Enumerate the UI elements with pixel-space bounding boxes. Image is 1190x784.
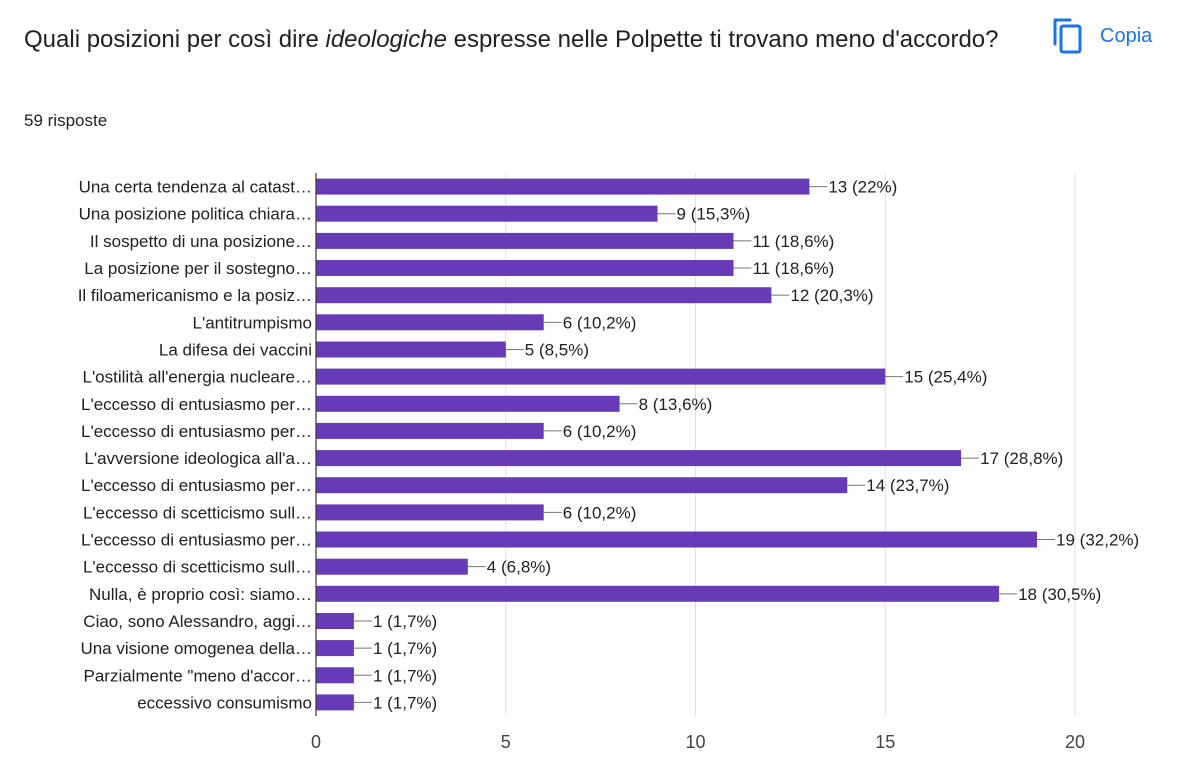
category-label: L'eccesso di scetticismo sull…: [83, 503, 312, 522]
bar: [316, 640, 354, 657]
data-label: 6 (10,2%): [563, 503, 637, 522]
bar: [316, 450, 962, 467]
category-label: L'eccesso di entusiasmo per…: [81, 422, 312, 441]
category-label: L'antitrumpismo: [193, 313, 312, 332]
bar: [316, 395, 620, 412]
data-label: 15 (25,4%): [904, 368, 987, 387]
question-text-suffix: espresse nelle Polpette ti trovano meno …: [446, 26, 999, 53]
bar: [316, 477, 848, 494]
category-label: La difesa dei vaccini: [159, 340, 312, 359]
bar: [316, 314, 544, 331]
response-count: 59 risposte: [24, 111, 108, 130]
category-label: L'ostilità all'energia nucleare…: [82, 368, 312, 387]
bar: [316, 613, 354, 629]
category-label: Parzialmente "meno d'accor…: [84, 666, 313, 685]
category-label: L'eccesso di entusiasmo per…: [81, 395, 312, 414]
bar: [316, 531, 1037, 548]
question-text-prefix: Quali posizioni per così dire: [24, 26, 326, 53]
data-label: 13 (22%): [828, 178, 897, 197]
question-title: Quali posizioni per così dire ideologich…: [24, 20, 1004, 59]
category-label: La posizione per il sostegno…: [84, 259, 312, 278]
data-label: 12 (20,3%): [790, 286, 873, 305]
data-label: 1 (1,7%): [373, 612, 437, 631]
bar: [316, 287, 772, 304]
data-label: 14 (23,7%): [866, 476, 949, 495]
category-label: L'avversione ideologica all'a…: [84, 449, 312, 468]
data-label: 5 (8,5%): [525, 340, 589, 359]
bar: [316, 368, 886, 385]
bar: [316, 232, 734, 249]
x-tick-label: 10: [685, 732, 705, 752]
bar: [316, 667, 354, 684]
bar: [316, 558, 468, 575]
data-label: 11 (18,6%): [752, 232, 834, 251]
data-label: 8 (13,6%): [639, 395, 713, 414]
bar: [316, 178, 810, 195]
bar: [316, 422, 544, 439]
category-label: Il filoamericanismo e la posiz…: [78, 286, 312, 305]
data-label: 1 (1,7%): [373, 666, 437, 685]
bar: [316, 341, 506, 358]
category-label: Nulla, è proprio così: siamo…: [89, 585, 312, 604]
x-tick-label: 0: [311, 732, 321, 752]
x-tick-label: 5: [501, 732, 511, 752]
category-label: L'eccesso di entusiasmo per…: [81, 531, 312, 550]
category-label: Una visione omogenea della…: [80, 639, 312, 658]
question-text-emphasis: ideologiche: [325, 26, 447, 53]
data-label: 6 (10,2%): [563, 422, 637, 441]
data-label: 6 (10,2%): [563, 313, 637, 332]
bar: [316, 694, 354, 711]
category-label: Il sospetto di una posizione…: [90, 232, 312, 251]
category-label: Ciao, sono Alessandro, aggi…: [83, 612, 312, 631]
copy-button-label: Copia: [1100, 24, 1153, 47]
x-tick-label: 20: [1065, 732, 1085, 752]
data-label: 9 (15,3%): [677, 205, 751, 224]
bar: [316, 260, 734, 276]
data-label: 17 (28,8%): [980, 449, 1063, 468]
data-label: 4 (6,8%): [487, 558, 551, 577]
bar: [316, 504, 544, 521]
category-label: eccessivo consumismo: [137, 693, 312, 712]
data-label: 18 (30,5%): [1018, 585, 1101, 604]
category-label: L'eccesso di entusiasmo per…: [81, 476, 312, 495]
data-label: 1 (1,7%): [373, 639, 437, 658]
data-label: 19 (32,2%): [1056, 531, 1139, 550]
bar: [316, 585, 1000, 602]
data-label: 1 (1,7%): [373, 693, 437, 712]
category-label: Una certa tendenza al catast…: [79, 178, 312, 197]
copy-icon: [1053, 18, 1082, 54]
copy-button[interactable]: Copia: [1050, 12, 1180, 60]
x-tick-label: 15: [875, 732, 895, 752]
category-label: Una posizione politica chiara…: [79, 205, 312, 224]
category-label: L'eccesso di scetticismo sull…: [83, 558, 312, 577]
bar: [316, 205, 658, 222]
data-label: 11 (18,6%): [752, 259, 834, 278]
